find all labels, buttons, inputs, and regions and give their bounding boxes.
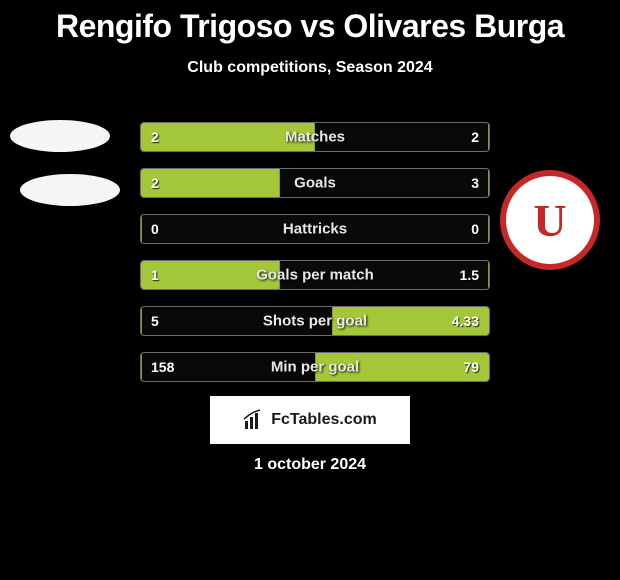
team-right-logo: U — [500, 170, 600, 270]
bar-label: Matches — [285, 129, 345, 146]
bar-fill-right — [488, 261, 489, 289]
bar-val-right: 0 — [471, 221, 479, 237]
brand-badge: FcTables.com — [210, 396, 410, 444]
bar-val-left: 1 — [151, 267, 159, 283]
bar-val-right: 1.5 — [460, 267, 479, 283]
bar-label: Hattricks — [283, 221, 347, 238]
bar-matches: 2 Matches 2 — [140, 122, 490, 152]
bar-val-left: 158 — [151, 359, 174, 375]
bar-goals-per-match: 1 Goals per match 1.5 — [140, 260, 490, 290]
bar-shots-per-goal: 5 Shots per goal 4.33 — [140, 306, 490, 336]
bar-fill-right — [488, 169, 489, 197]
bar-min-per-goal: 158 Min per goal 79 — [140, 352, 490, 382]
stats-bars: 2 Matches 2 2 Goals 3 0 Hattricks 0 1 Go… — [140, 122, 490, 398]
bar-fill-left — [141, 215, 142, 243]
bar-val-right: 3 — [471, 175, 479, 191]
brand-text: FcTables.com — [271, 411, 377, 429]
bar-label: Goals per match — [256, 267, 374, 284]
bar-hattricks: 0 Hattricks 0 — [140, 214, 490, 244]
bar-fill-left — [141, 353, 142, 381]
team-left-logo-2 — [20, 174, 120, 206]
chart-icon — [243, 409, 265, 431]
bar-val-right: 4.33 — [452, 313, 479, 329]
bar-label: Shots per goal — [263, 313, 367, 330]
page-subtitle: Club competitions, Season 2024 — [0, 59, 620, 77]
bar-val-right: 79 — [463, 359, 479, 375]
bar-val-left: 2 — [151, 175, 159, 191]
bar-val-left: 2 — [151, 129, 159, 145]
bar-fill-left — [141, 169, 280, 197]
team-right-logo-letter: U — [533, 194, 566, 247]
infographic-root: Rengifo Trigoso vs Olivares Burga Club c… — [0, 0, 620, 580]
bar-val-left: 5 — [151, 313, 159, 329]
bar-label: Goals — [294, 175, 336, 192]
bar-val-left: 0 — [151, 221, 159, 237]
bar-fill-right — [488, 215, 489, 243]
bar-label: Min per goal — [271, 359, 359, 376]
team-left-logo-1 — [10, 120, 110, 152]
page-title: Rengifo Trigoso vs Olivares Burga — [0, 0, 620, 45]
bar-val-right: 2 — [471, 129, 479, 145]
bar-goals: 2 Goals 3 — [140, 168, 490, 198]
date-text: 1 october 2024 — [254, 456, 366, 474]
bar-fill-right — [488, 123, 489, 151]
bar-fill-left — [141, 307, 142, 335]
